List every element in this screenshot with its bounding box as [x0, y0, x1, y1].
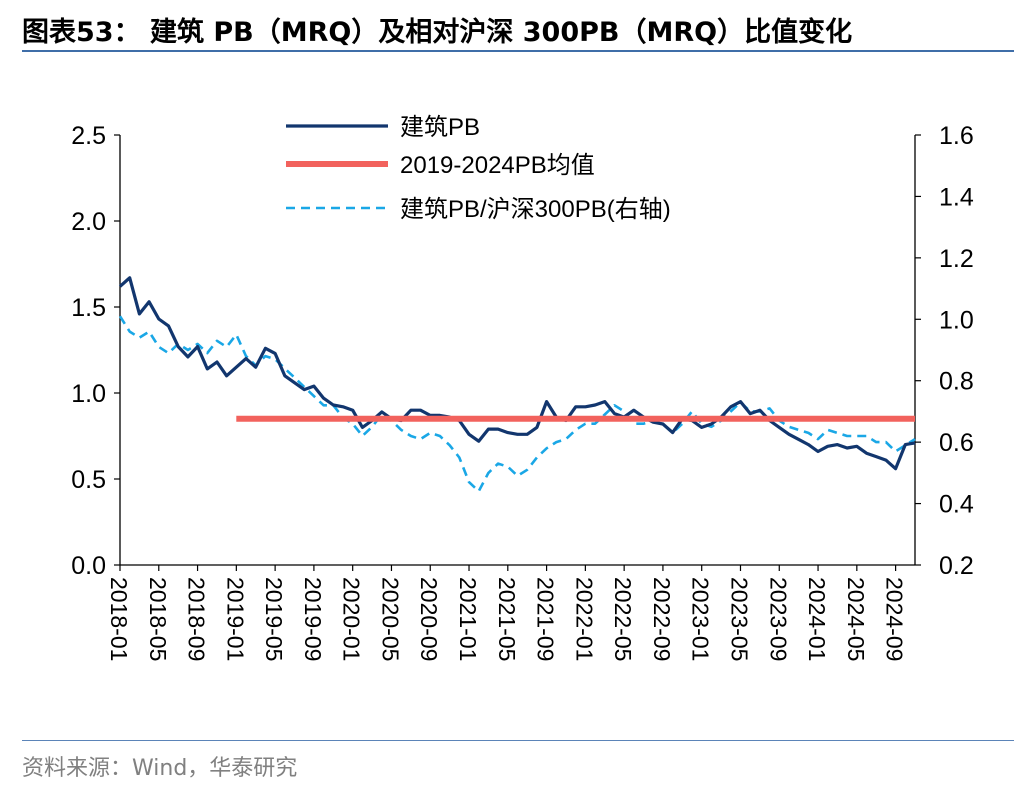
series-line-0 [118, 276, 916, 471]
x-tick-label: 2024-09 [882, 577, 908, 661]
x-tick-label: 2018-01 [106, 577, 132, 661]
y-right-tick-label: 0.6 [939, 429, 974, 457]
y-left-tick-label: 0.0 [71, 552, 106, 580]
x-tick-label: 2024-05 [843, 577, 869, 661]
y-left-tick-label: 2.0 [71, 208, 106, 236]
y-left-tick-label: 0.5 [71, 466, 106, 494]
y-right-tick-label: 1.0 [939, 306, 974, 334]
title-rule [22, 50, 1014, 52]
x-tick-label: 2021-05 [494, 577, 520, 661]
x-tick-label: 2019-09 [300, 577, 326, 661]
y-right-tick-label: 0.4 [939, 491, 974, 519]
chart: 0.0 0.5 1.0 1.5 2.0 2.5 0.2 0.4 0.6 0.8 1.0 1.2 1.4 1… [71, 114, 974, 661]
x-tick-label: 2021-01 [455, 577, 481, 661]
y-left-tick-label: 2.5 [71, 122, 106, 150]
x-tick-label: 2020-01 [339, 577, 365, 661]
x-tick-label: 2022-05 [610, 577, 636, 661]
y-left-tick-label: 1.0 [71, 380, 106, 408]
source-note: 资料来源：Wind，华泰研究 [22, 756, 298, 781]
series-line-2 [118, 315, 916, 493]
x-tick-label: 2019-05 [261, 577, 287, 661]
y-right-tick-label: 1.2 [939, 245, 974, 273]
x-tick-label: 2020-05 [377, 577, 403, 661]
x-tick-label: 2023-05 [726, 577, 752, 661]
y-right-tick-label: 1.4 [939, 183, 974, 211]
y-left-tick-label: 1.5 [71, 294, 106, 322]
series-layer [118, 276, 916, 493]
source-rule [22, 740, 1014, 741]
axes: 0.0 0.5 1.0 1.5 2.0 2.5 0.2 0.4 0.6 0.8 1.0 1.2 1.4 1… [71, 122, 974, 661]
x-tick-label: 2020-09 [416, 577, 442, 661]
x-tick-label: 2024-01 [804, 577, 830, 661]
y-right-tick-label: 0.2 [939, 552, 974, 580]
x-tick-label: 2023-09 [765, 577, 791, 661]
legend-label-1: 2019-2024PB均值 [400, 152, 595, 179]
x-tick-label: 2022-01 [571, 577, 597, 661]
page-title: 图表53： 建筑 PB（MRQ）及相对沪深 300PB（MRQ）比值变化 [22, 17, 853, 48]
x-tick-label: 2019-01 [222, 577, 248, 661]
x-tick-label: 2022-09 [649, 577, 675, 661]
x-tick-label: 2021-09 [533, 577, 559, 661]
x-tick-label: 2018-09 [184, 577, 210, 661]
legend-label-2: 建筑PB/沪深300PB(右轴) [400, 196, 671, 223]
y-right-tick-label: 1.6 [939, 122, 974, 150]
x-tick-label: 2023-01 [688, 577, 714, 661]
x-tick-label: 2018-05 [145, 577, 171, 661]
y-right-tick-label: 0.8 [939, 368, 974, 396]
legend-label-0: 建筑PB [400, 114, 480, 141]
